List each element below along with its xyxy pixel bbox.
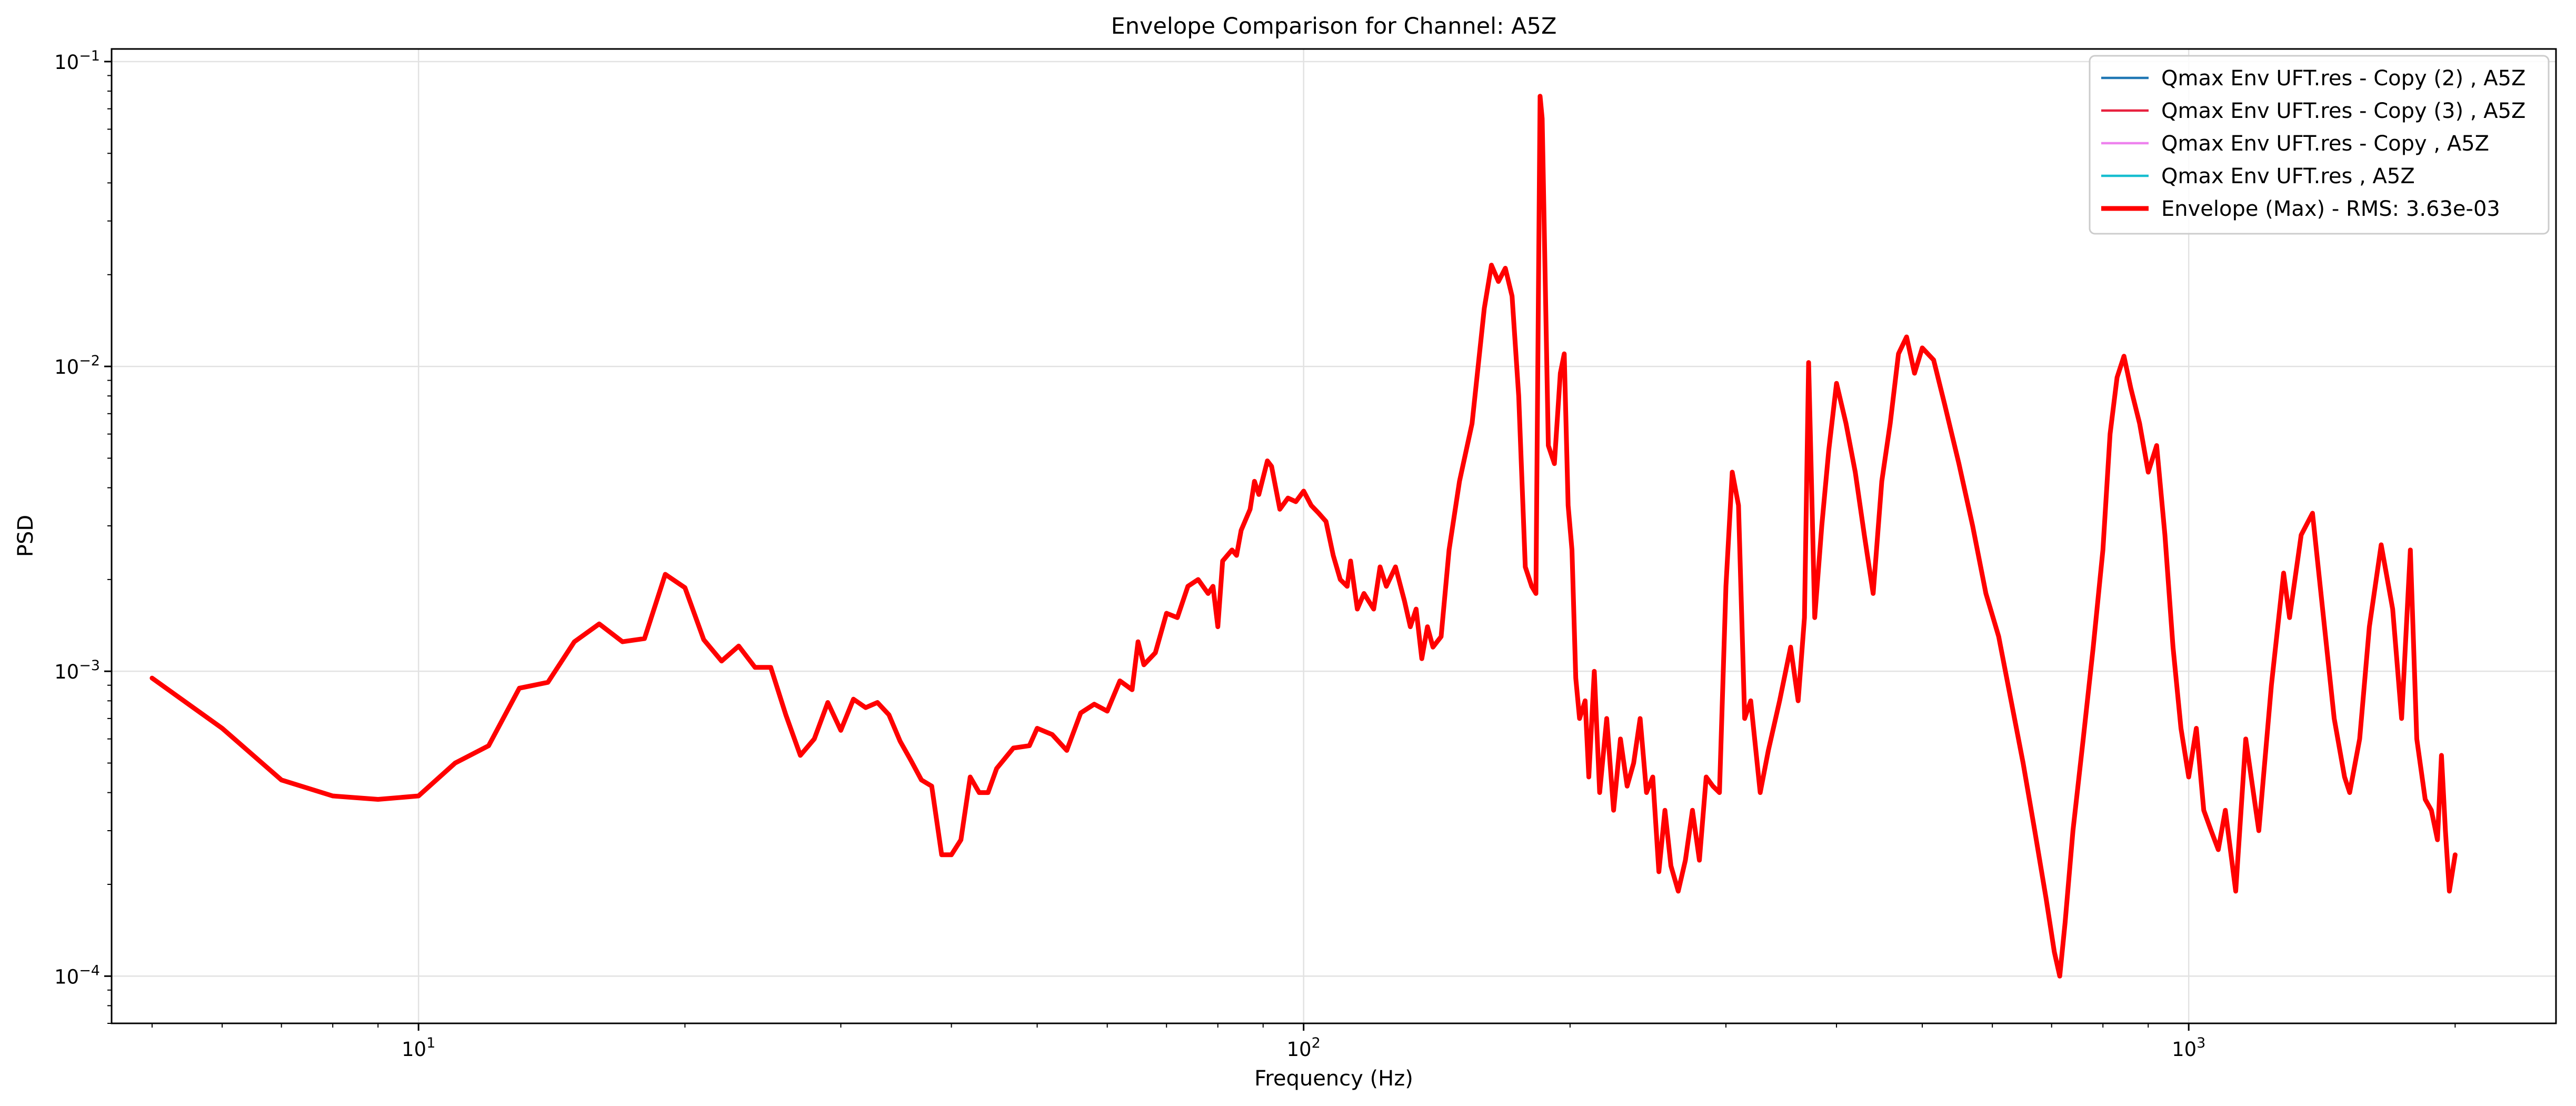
- y-tick-label: 10−2: [54, 353, 100, 378]
- y-tick-label: 10−3: [54, 657, 100, 683]
- plot-frame: [111, 48, 2557, 1024]
- x-tick-label: 102: [1287, 1035, 1321, 1061]
- legend-entry: Qmax Env UFT.res - Copy (3) , A5Z: [2161, 99, 2525, 123]
- axis-ticks: 101 102 103 10−4 10−3 10−2 10−1: [54, 48, 2456, 1061]
- legend-entry: Qmax Env UFT.res - Copy , A5Z: [2161, 132, 2489, 156]
- series-layer: [149, 94, 2458, 979]
- envelope-max-line: [149, 94, 2458, 979]
- y-tick-label: 10−1: [54, 48, 100, 74]
- y-axis-label: PSD: [14, 515, 38, 557]
- x-axis-label: Frequency (Hz): [1254, 1067, 1413, 1091]
- chart-title: Envelope Comparison for Channel: A5Z: [1111, 13, 1557, 39]
- x-tick-label: 101: [402, 1035, 435, 1061]
- legend-entry: Qmax Env UFT.res - Copy (2) , A5Z: [2161, 66, 2525, 91]
- legend-entry: Envelope (Max) - RMS: 3.63e-03: [2161, 197, 2500, 221]
- legend-box: [2089, 55, 2550, 235]
- legend: Qmax Env UFT.res - Copy (2) , A5Z Qmax En…: [2089, 55, 2550, 235]
- legend-entry: Qmax Env UFT.res , A5Z: [2161, 164, 2415, 188]
- x-tick-label: 103: [2172, 1035, 2205, 1061]
- y-tick-label: 10−4: [54, 962, 100, 988]
